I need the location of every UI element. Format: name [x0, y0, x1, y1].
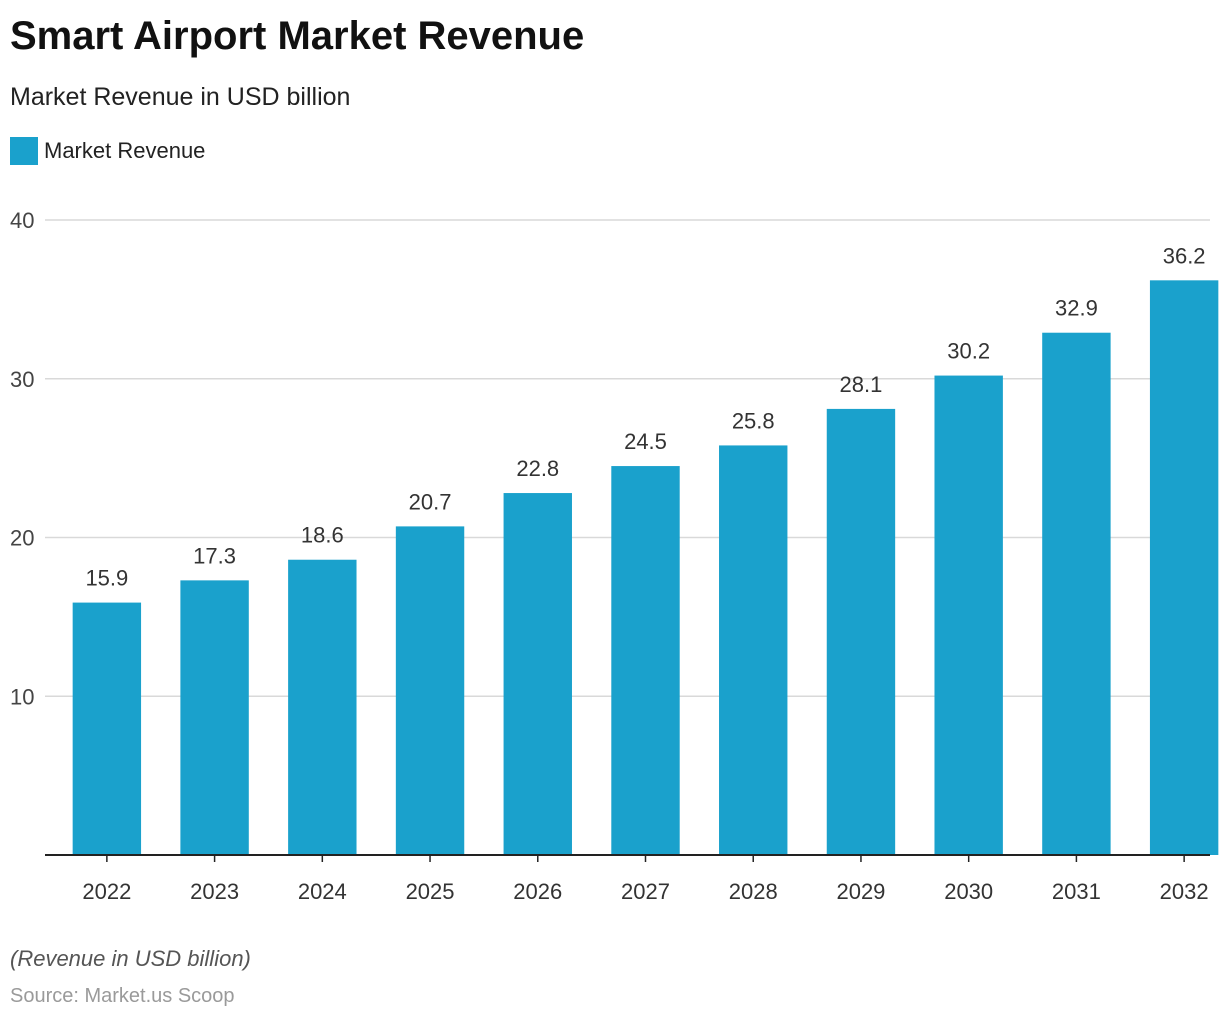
chart-subtitle: Market Revenue in USD billion	[10, 83, 351, 111]
y-tick-label: 10	[10, 684, 34, 709]
y-axis-ticks: 10 20 30 40	[10, 208, 34, 709]
bar	[180, 580, 249, 855]
data-labels: 15.9 17.3 18.6 20.7 22.8 24.5 25.8 28.1 30.2 32.9…	[85, 243, 1205, 590]
bar	[288, 559, 357, 855]
bar	[503, 493, 572, 855]
data-label: 25.8	[732, 408, 775, 433]
bars	[72, 280, 1219, 855]
data-label: 17.3	[193, 543, 236, 568]
x-tick-label: 2024	[298, 879, 347, 904]
x-tick-label: 2030	[944, 879, 993, 904]
bar	[934, 375, 1003, 855]
legend-swatch	[10, 137, 38, 165]
x-tick-label: 2027	[621, 879, 670, 904]
data-label: 22.8	[516, 456, 559, 481]
source-credit: Source: Market.us Scoop	[10, 985, 235, 1007]
x-tick-label: 2026	[513, 879, 562, 904]
data-label: 24.5	[624, 429, 667, 454]
y-tick-label: 20	[10, 526, 34, 551]
x-tick-label: 2022	[82, 879, 131, 904]
bar	[719, 445, 788, 855]
data-label: 15.9	[85, 566, 128, 591]
x-tick-label: 2025	[406, 879, 455, 904]
legend-label: Market Revenue	[44, 138, 206, 163]
bar	[611, 466, 680, 855]
data-label: 32.9	[1055, 296, 1098, 321]
x-tick-label: 2031	[1052, 879, 1101, 904]
bar	[1149, 280, 1219, 855]
y-tick-label: 30	[10, 367, 34, 392]
bar	[72, 602, 142, 855]
data-label: 20.7	[409, 489, 452, 514]
legend: Market Revenue	[10, 136, 205, 166]
x-tick-label: 2028	[729, 879, 778, 904]
data-label: 28.1	[840, 372, 883, 397]
x-tick-label: 2029	[836, 879, 885, 904]
footnote: (Revenue in USD billion)	[10, 946, 251, 971]
x-tick-label: 2032	[1160, 879, 1209, 904]
data-label: 18.6	[301, 523, 344, 548]
bar	[826, 408, 896, 855]
bar	[1042, 332, 1111, 855]
y-tick-label: 40	[10, 208, 34, 233]
x-axis-ticks: 2022 2023 2024 2025 2026 2027 2028 2029 2030 2031…	[82, 855, 1209, 904]
data-label: 36.2	[1163, 243, 1206, 268]
chart-title: Smart Airport Market Revenue	[10, 14, 585, 58]
bar	[395, 526, 465, 855]
x-tick-label: 2023	[190, 879, 239, 904]
data-label: 30.2	[947, 339, 990, 364]
